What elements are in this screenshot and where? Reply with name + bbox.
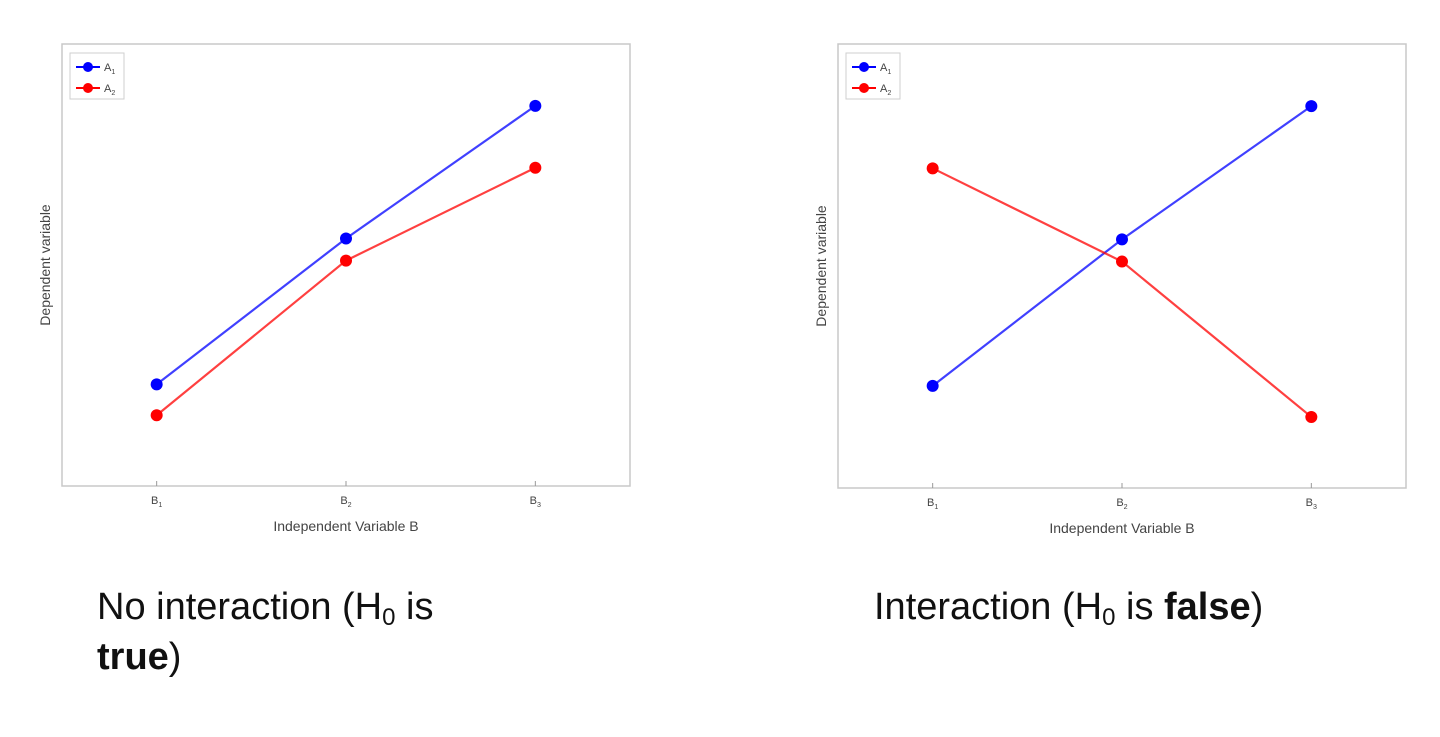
legend-label-a2: A2: [104, 83, 115, 97]
y-axis-label: Dependent variable: [37, 204, 53, 326]
legend-box: [845, 52, 901, 100]
y-axis-label: Dependent variable: [813, 205, 829, 327]
caption-left-subscript: 0: [382, 604, 396, 631]
x-tick-label-b3: B3: [530, 495, 541, 509]
legend: A1 A2: [69, 52, 125, 100]
caption-left-after: ): [168, 636, 182, 678]
legend-marker-a2: [83, 83, 93, 93]
x-axis-label: Independent Variable B: [1049, 520, 1194, 536]
legend: A1 A2: [845, 52, 901, 100]
legend-box: [69, 52, 125, 100]
chart-left-panel: B1 B2 B3 Independent Variable B Dependent va…: [0, 0, 720, 560]
point-a1-b1: [150, 378, 163, 391]
caption-right-before: Interaction (H: [874, 586, 1103, 628]
x-tick-label-b3: B3: [1306, 497, 1317, 511]
chart-right-panel: B1 B2 B3 Independent Variable B Dependent va…: [720, 0, 1440, 560]
point-a2-b1: [926, 162, 939, 175]
point-a1-b2: [1116, 233, 1128, 246]
caption-left-bold: true: [97, 636, 169, 678]
chart-right: B1 B2 B3 Independent Variable B Dependent va…: [813, 43, 1407, 536]
point-a2-b3: [1305, 410, 1318, 423]
caption-right-middle: is: [1115, 586, 1165, 628]
x-axis-label: Independent Variable B: [273, 518, 418, 534]
legend-marker-a1: [859, 62, 869, 72]
point-a2-b2: [1116, 255, 1128, 268]
caption-no-interaction: No interaction (H0 is true): [97, 582, 657, 682]
caption-interaction: Interaction (H0 is false): [874, 582, 1414, 632]
x-tick-label-b2: B2: [340, 495, 351, 509]
x-tick-label-b1: B1: [927, 497, 938, 511]
caption-left-middle: is: [395, 586, 434, 628]
point-a1-b3: [1305, 100, 1318, 113]
legend-marker-a2: [859, 83, 869, 93]
legend-label-a1: A1: [880, 62, 891, 76]
caption-left-before: No interaction (H: [97, 586, 383, 628]
point-a2-b3: [529, 161, 542, 174]
legend-label-a1: A1: [104, 62, 115, 76]
caption-right-subscript: 0: [1102, 604, 1116, 631]
point-a2-b1: [150, 409, 163, 422]
caption-right-bold: false: [1164, 586, 1251, 628]
x-tick-label-b1: B1: [151, 495, 162, 509]
point-a1-b3: [529, 99, 542, 112]
legend-marker-a1: [83, 62, 93, 72]
point-a1-b1: [926, 379, 939, 392]
legend-label-a2: A2: [880, 83, 891, 97]
caption-right-after: ): [1250, 586, 1264, 628]
point-a2-b2: [340, 254, 352, 267]
chart-left: B1 B2 B3 Independent Variable B Dependent va…: [37, 43, 631, 534]
x-tick-label-b2: B2: [1116, 497, 1127, 511]
point-a1-b2: [340, 232, 352, 245]
